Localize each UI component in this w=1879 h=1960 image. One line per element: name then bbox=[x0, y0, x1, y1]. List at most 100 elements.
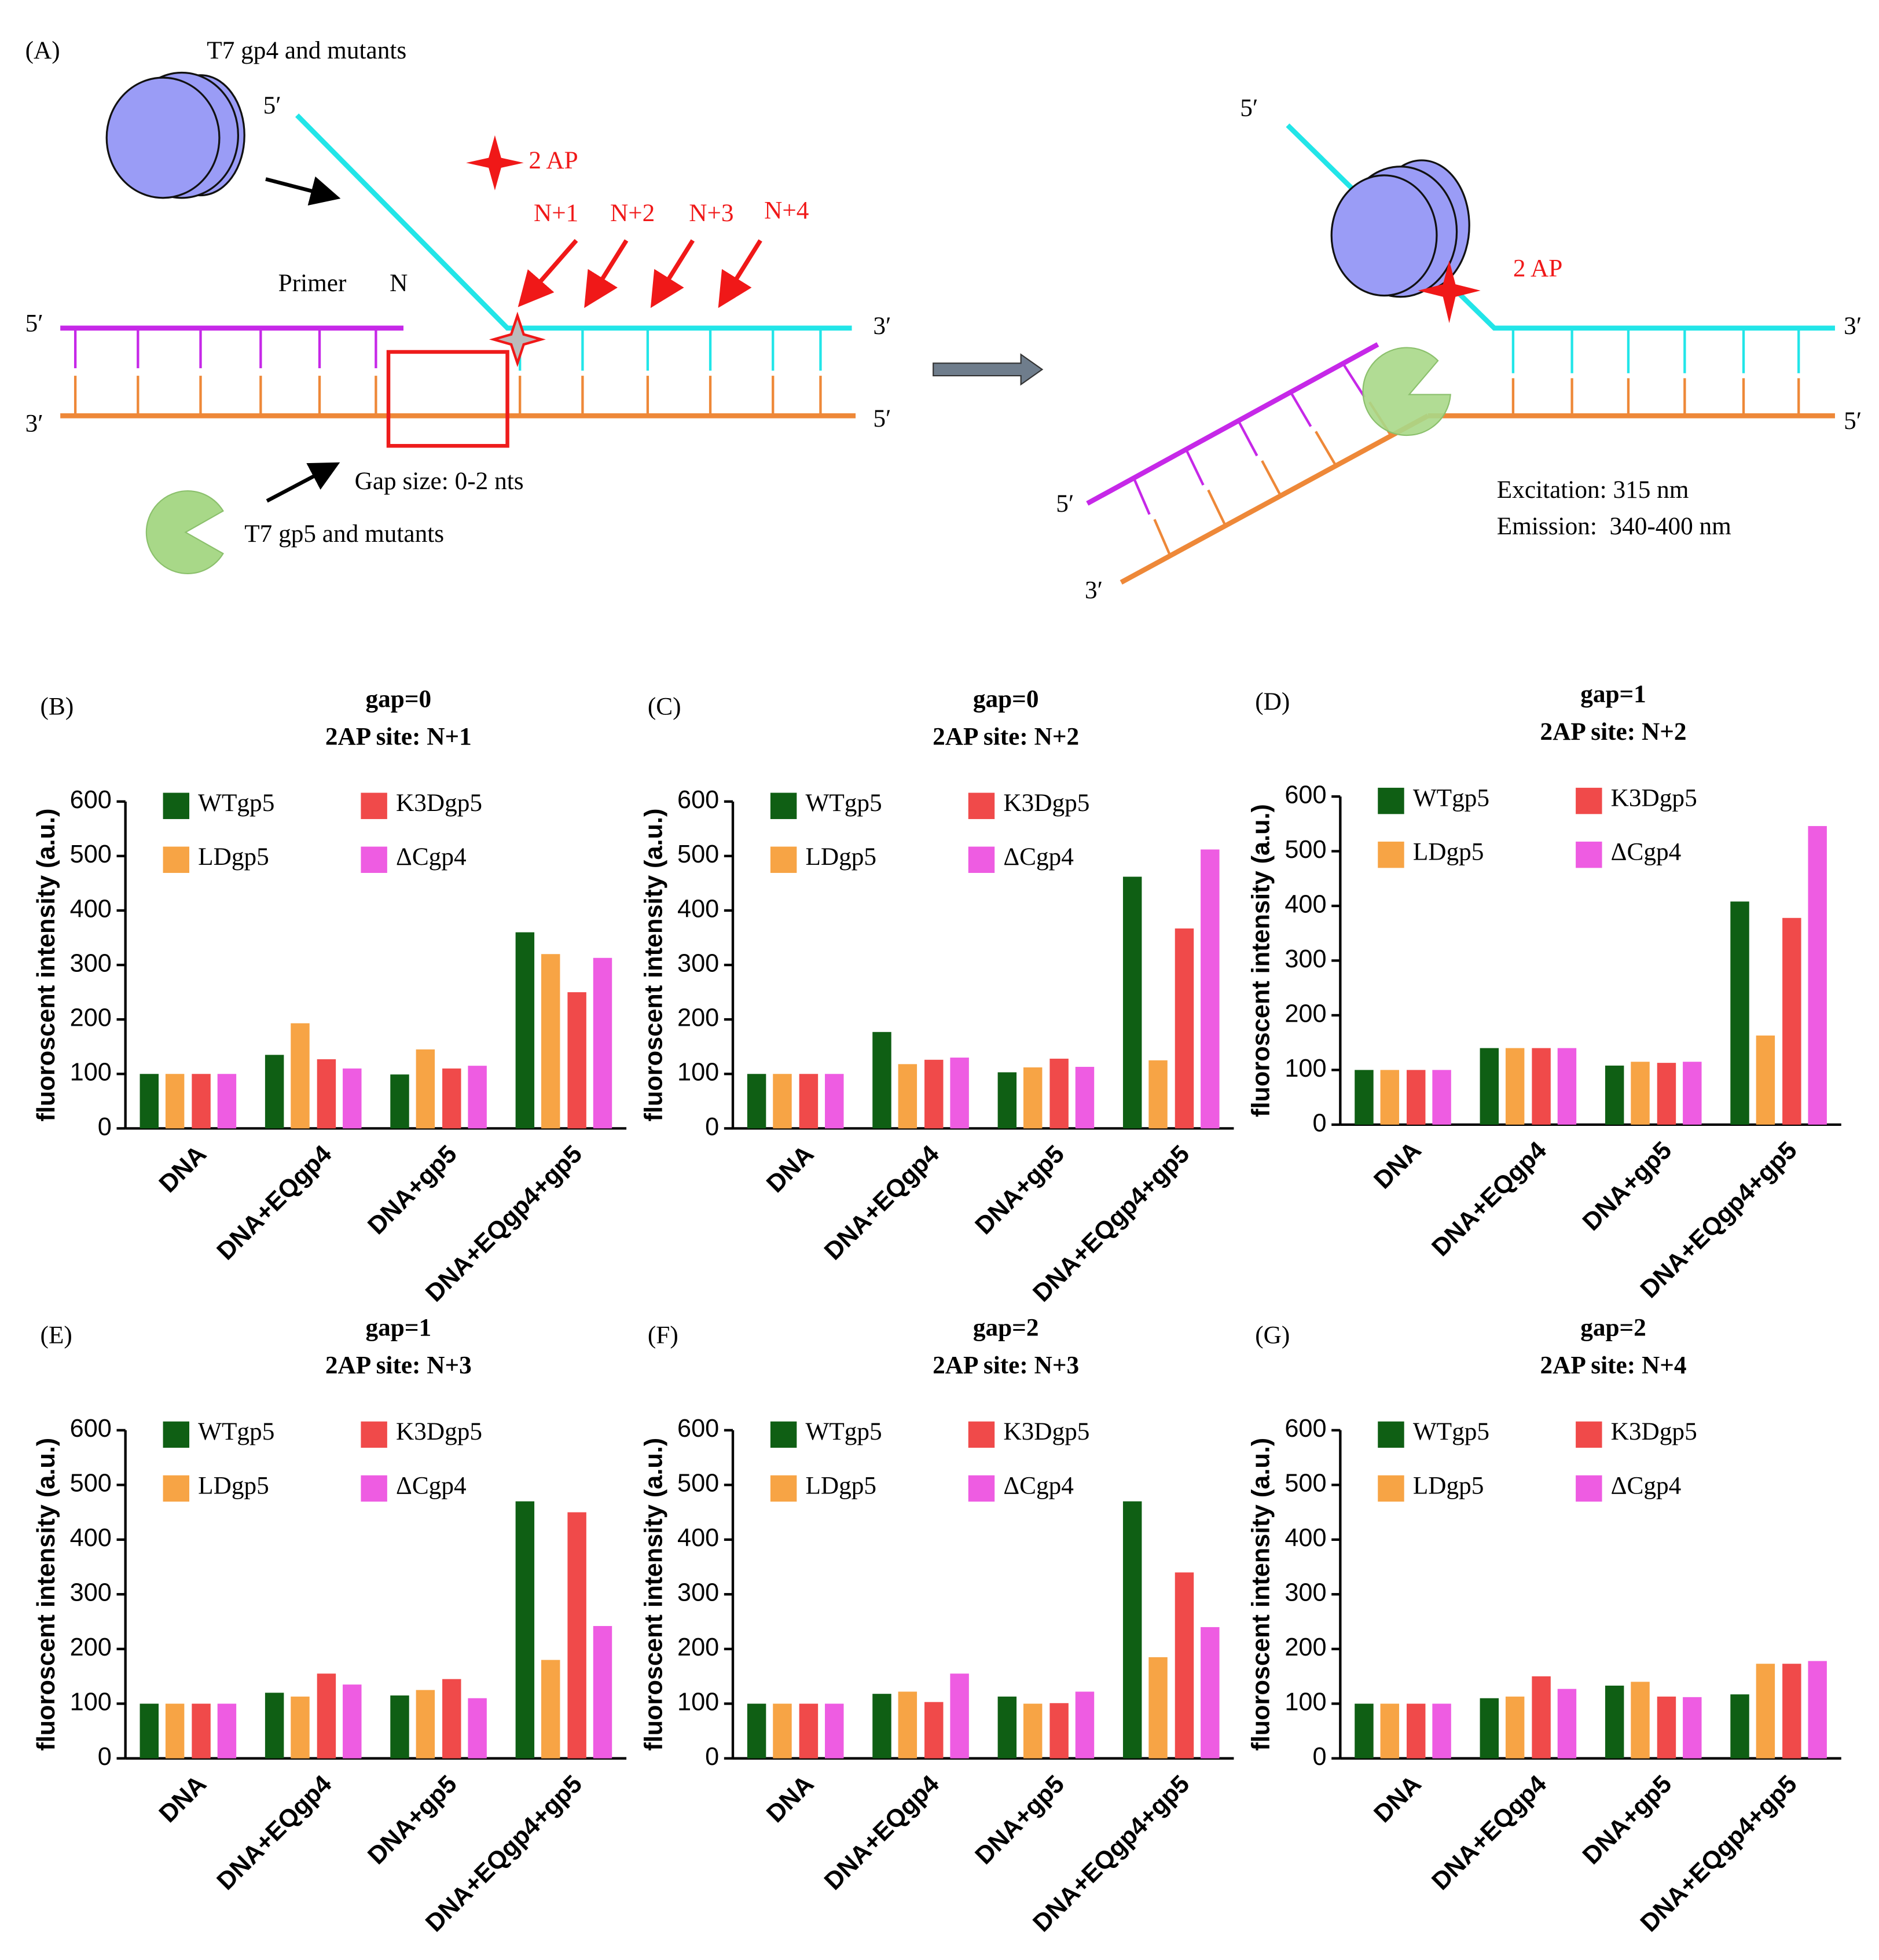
chart-subtitle: 2AP site: N+2 bbox=[933, 722, 1079, 750]
legend-swatch bbox=[361, 1421, 387, 1448]
bar bbox=[1355, 1070, 1374, 1125]
chart-subtitle: 2AP site: N+2 bbox=[1540, 718, 1687, 746]
site-label: N+2 bbox=[610, 199, 655, 227]
x-tick-label: DNA bbox=[761, 1770, 819, 1828]
bar bbox=[1808, 826, 1827, 1125]
legend-swatch bbox=[163, 1421, 190, 1448]
x-tick-label: DNA+EQgp4 bbox=[1426, 1770, 1552, 1896]
bar bbox=[773, 1704, 792, 1759]
bar bbox=[1023, 1704, 1043, 1759]
y-tick-label: 100 bbox=[1285, 1689, 1326, 1716]
legend-swatch bbox=[361, 792, 387, 819]
gap-label: Gap size: 0-2 nts bbox=[355, 467, 524, 495]
legend-swatch bbox=[770, 846, 797, 873]
bar bbox=[217, 1704, 237, 1759]
legend-swatch bbox=[361, 846, 387, 873]
bar bbox=[442, 1068, 461, 1129]
rung bbox=[1132, 477, 1151, 515]
chart-subtitle: 2AP site: N+3 bbox=[325, 1352, 472, 1379]
y-axis-label: fluoroscent intensity (a.u.) bbox=[32, 1438, 60, 1751]
bar bbox=[567, 992, 586, 1129]
bar-chart: (G) gap=2 2AP site: N+4 fluoroscent intensi… bbox=[1247, 1314, 1841, 1937]
y-tick-label: 300 bbox=[677, 949, 719, 977]
bar bbox=[1532, 1676, 1551, 1759]
bar bbox=[1380, 1070, 1400, 1125]
legend-label: ΔCgp4 bbox=[396, 843, 467, 871]
legend-swatch bbox=[968, 1475, 995, 1502]
end-label: 5′ bbox=[1844, 407, 1862, 435]
bar bbox=[1480, 1698, 1499, 1759]
primer-label: Primer bbox=[278, 269, 347, 297]
x-tick-label: DNA bbox=[154, 1140, 212, 1198]
legend-swatch bbox=[1576, 1421, 1602, 1448]
x-tick-label: DNA+EQgp4 bbox=[819, 1140, 945, 1266]
legend-swatch bbox=[163, 846, 190, 873]
legend-label: K3Dgp5 bbox=[1611, 1418, 1697, 1445]
end-label: 3′ bbox=[873, 312, 891, 340]
bar bbox=[1122, 1501, 1142, 1759]
bar bbox=[265, 1055, 284, 1129]
rung bbox=[1315, 431, 1337, 467]
legend-label: K3Dgp5 bbox=[1003, 789, 1089, 817]
gap-box bbox=[386, 350, 509, 448]
primer-strand bbox=[1086, 342, 1379, 506]
legend-swatch bbox=[968, 1421, 995, 1448]
legend-label: ΔCgp4 bbox=[1003, 1471, 1074, 1499]
y-tick-label: 0 bbox=[98, 1743, 112, 1771]
bar bbox=[1557, 1689, 1577, 1759]
bar bbox=[1201, 1627, 1220, 1759]
legend-label: ΔCgp4 bbox=[1611, 838, 1682, 865]
bar bbox=[1122, 876, 1142, 1129]
site-label: N+3 bbox=[689, 199, 733, 227]
bar bbox=[1380, 1704, 1400, 1759]
bar bbox=[1756, 1035, 1775, 1125]
diagram: (A) T7 gp4 and mutants 5′ 2 AP N+1 N+2 N… bbox=[25, 36, 1862, 604]
bar bbox=[1505, 1696, 1525, 1759]
bar bbox=[265, 1693, 284, 1759]
bar bbox=[343, 1068, 362, 1129]
bar bbox=[872, 1694, 891, 1759]
bar bbox=[468, 1698, 487, 1759]
chart-title: gap=2 bbox=[973, 1314, 1039, 1342]
bar bbox=[1557, 1048, 1577, 1125]
bar bbox=[1432, 1704, 1451, 1759]
y-axis-label: fluoroscent intensity (a.u.) bbox=[1247, 804, 1275, 1117]
template-strand bbox=[295, 113, 852, 331]
bar bbox=[1505, 1048, 1525, 1125]
bar bbox=[416, 1049, 435, 1129]
bar bbox=[924, 1702, 944, 1759]
legend-swatch bbox=[1576, 1475, 1602, 1502]
ap-site bbox=[489, 311, 546, 368]
bar bbox=[1148, 1657, 1168, 1759]
x-tick-label: DNA+gp5 bbox=[970, 1770, 1070, 1870]
ap-star bbox=[1418, 260, 1481, 324]
bar bbox=[468, 1066, 487, 1129]
bar bbox=[140, 1704, 159, 1759]
bar bbox=[1175, 1572, 1194, 1759]
legend-label: LDgp5 bbox=[198, 1471, 269, 1499]
y-tick-label: 300 bbox=[70, 1579, 112, 1607]
gp5-protein bbox=[145, 490, 224, 574]
bar bbox=[1808, 1661, 1827, 1759]
y-tick-label: 100 bbox=[70, 1059, 112, 1087]
y-tick-label: 300 bbox=[1285, 1579, 1326, 1607]
y-tick-label: 200 bbox=[677, 1004, 719, 1032]
y-tick-label: 100 bbox=[1285, 1055, 1326, 1082]
bar-chart: (C) gap=0 2AP site: N+2 fluoroscent intensi… bbox=[640, 685, 1234, 1307]
bar-chart: (E) gap=1 2AP site: N+3 fluoroscent intensi… bbox=[32, 1314, 627, 1937]
legend-label: LDgp5 bbox=[1413, 1471, 1484, 1499]
panel-label: (G) bbox=[1255, 1322, 1290, 1349]
chart-title: gap=2 bbox=[1580, 1314, 1646, 1342]
bar bbox=[291, 1696, 310, 1759]
legend-swatch bbox=[968, 846, 995, 873]
x-tick-label: DNA bbox=[1368, 1770, 1426, 1828]
bar bbox=[1683, 1062, 1702, 1125]
y-tick-label: 400 bbox=[677, 1524, 719, 1552]
y-tick-label: 100 bbox=[677, 1059, 719, 1087]
legend-label: WTgp5 bbox=[1413, 784, 1489, 812]
bar bbox=[1605, 1065, 1624, 1125]
bar bbox=[825, 1704, 844, 1759]
chart-title: gap=1 bbox=[366, 1314, 432, 1342]
